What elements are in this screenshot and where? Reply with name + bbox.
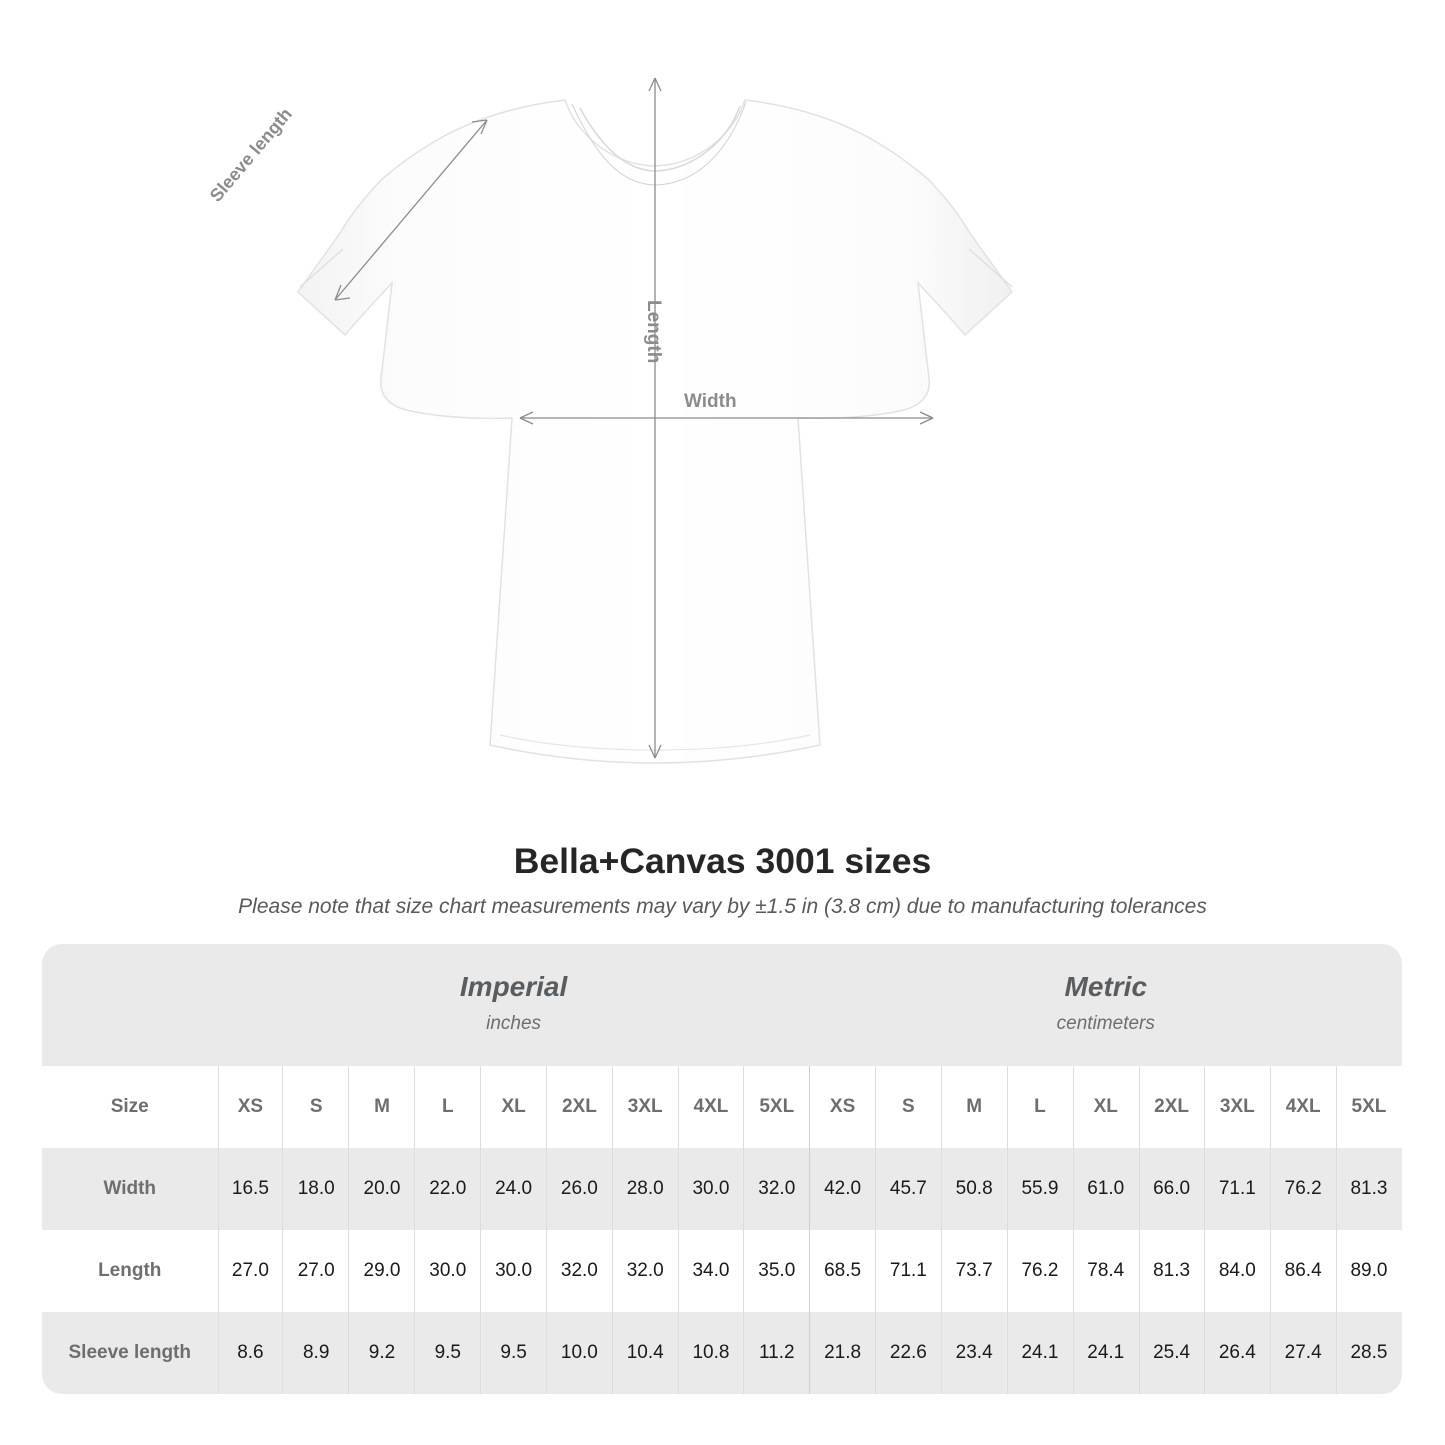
svg-text:Length: Length [643, 300, 664, 363]
svg-text:Width: Width [684, 391, 737, 412]
svg-text:Sleeve length: Sleeve length [206, 104, 296, 206]
